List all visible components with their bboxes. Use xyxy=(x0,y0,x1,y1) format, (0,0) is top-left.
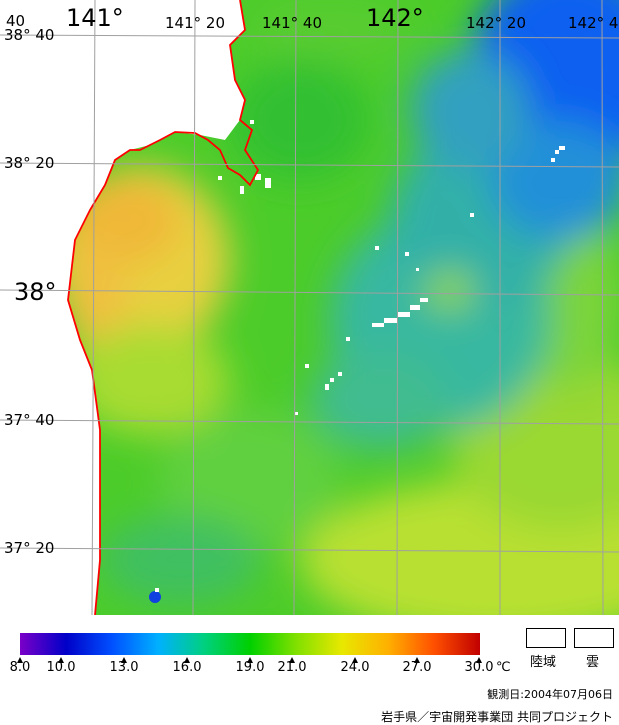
lon-label-142-20: 142° 20 xyxy=(466,14,526,32)
corner-label: 40 xyxy=(6,12,26,30)
colorbar-unit: ℃ xyxy=(496,660,511,675)
colorbar-tick-label: 24.0 xyxy=(340,660,370,675)
colorbar-tick-label: 16.0 xyxy=(172,660,202,675)
temperature-colorbar xyxy=(20,633,480,655)
credit-text: 岩手県／宇宙開発事業団 共同プロジェクト xyxy=(381,710,613,724)
land-legend-swatch xyxy=(526,628,566,648)
colorbar-tick-label: 8.0 xyxy=(9,660,31,675)
colorbar-ticks xyxy=(17,657,482,663)
colorbar-tick xyxy=(184,657,190,663)
colorbar-tick-label: 19.0 xyxy=(235,660,265,675)
lon-label-141-40: 141° 40 xyxy=(262,14,322,32)
lon-label-141: 141° xyxy=(66,4,124,32)
colorbar-tick-label: 10.0 xyxy=(46,660,76,675)
colorbar-tick xyxy=(476,657,482,663)
colorbar-tick xyxy=(247,657,253,663)
lat-label-38-20: 38° 20 xyxy=(4,154,55,172)
colorbar-tick xyxy=(17,657,23,663)
colorbar-tick xyxy=(289,657,295,663)
colorbar-tick-label: 21.0 xyxy=(277,660,307,675)
coastline xyxy=(67,0,260,615)
cloud-legend-swatch xyxy=(574,628,614,648)
colorbar-tick-label: 30.0 xyxy=(464,660,494,675)
colorbar-tick-label: 27.0 xyxy=(402,660,432,675)
lat-label-38: 38° xyxy=(14,278,57,306)
sea-surface-temperature-map xyxy=(0,0,619,615)
colorbar-tick xyxy=(414,657,420,663)
observation-date: 観測日:2004年07月06日 xyxy=(487,688,613,701)
lon-label-142-40: 142° 4 xyxy=(568,14,619,32)
lon-label-141-20: 141° 20 xyxy=(165,14,225,32)
colorbar-tick-label: 13.0 xyxy=(109,660,139,675)
lat-label-37-40: 37° 40 xyxy=(4,411,55,429)
lon-label-142: 142° xyxy=(366,4,424,32)
colorbar-tick xyxy=(121,657,127,663)
cloud-legend-label: 雲 xyxy=(586,655,600,670)
colorbar-tick xyxy=(352,657,358,663)
lat-lon-grid xyxy=(0,0,619,615)
colorbar-tick xyxy=(58,657,64,663)
land-legend-label: 陸域 xyxy=(530,655,557,670)
lat-label-38-40: 38° 40 xyxy=(4,26,55,44)
lat-label-37-20: 37° 20 xyxy=(4,539,55,557)
